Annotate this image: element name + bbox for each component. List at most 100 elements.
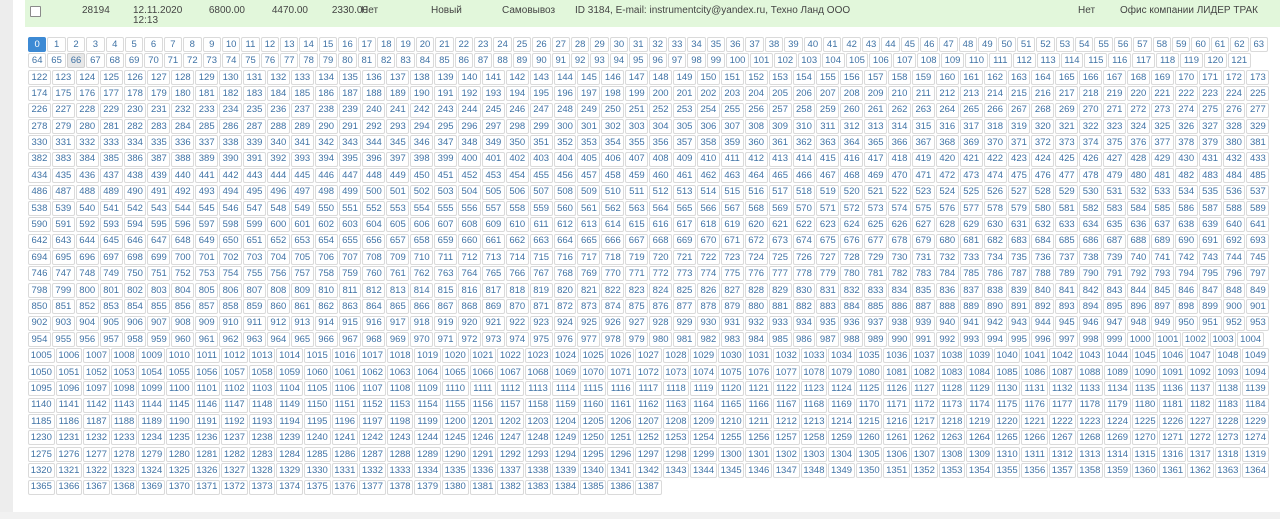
page-button[interactable]: 486 (28, 184, 51, 200)
page-button[interactable]: 129 (195, 69, 219, 85)
page-button[interactable]: 37 (745, 37, 764, 52)
page-button[interactable]: 1058 (248, 364, 276, 380)
page-button[interactable]: 440 (171, 168, 195, 184)
page-button[interactable]: 1293 (524, 446, 552, 462)
page-button[interactable]: 1209 (690, 413, 717, 429)
page-button[interactable]: 767 (529, 266, 553, 282)
page-button[interactable]: 1063 (386, 364, 414, 380)
page-button[interactable]: 406 (601, 151, 625, 167)
page-button[interactable]: 1206 (607, 413, 635, 429)
page-button[interactable]: 133 (290, 69, 314, 85)
page-button[interactable]: 1177 (1048, 397, 1076, 413)
page-button[interactable]: 1347 (773, 463, 800, 479)
page-button[interactable]: 552 (362, 200, 386, 216)
page-button[interactable]: 286 (219, 118, 243, 134)
page-button[interactable]: 1228 (1214, 413, 1242, 429)
page-button[interactable]: 1192 (221, 413, 248, 429)
page-button[interactable]: 294 (410, 118, 434, 134)
page-button[interactable]: 1140 (28, 397, 55, 413)
page-button[interactable]: 1198 (386, 413, 414, 429)
page-button[interactable]: 169 (1150, 69, 1174, 85)
page-button[interactable]: 46 (919, 37, 939, 52)
page-button[interactable]: 90 (532, 53, 551, 69)
page-button[interactable]: 1003 (1209, 332, 1237, 348)
page-button[interactable]: 495 (243, 184, 266, 200)
page-button[interactable]: 62 (1230, 37, 1249, 52)
page-button[interactable]: 1101 (193, 381, 221, 397)
page-button[interactable]: 242 (410, 102, 434, 118)
page-button[interactable]: 1367 (83, 479, 110, 495)
page-button[interactable]: 691 (1198, 233, 1222, 249)
page-button[interactable]: 96 (648, 53, 667, 69)
page-button[interactable]: 300 (553, 118, 577, 134)
page-button[interactable]: 257 (768, 102, 792, 118)
page-button[interactable]: 382 (28, 151, 51, 167)
page-button[interactable]: 1372 (221, 479, 248, 495)
page-button[interactable]: 643 (51, 233, 75, 249)
page-button[interactable]: 1181 (1159, 397, 1186, 413)
page-button[interactable]: 478 (1079, 168, 1103, 184)
page-button[interactable]: 1194 (276, 413, 303, 429)
page-button[interactable]: 321 (1055, 118, 1079, 134)
page-button[interactable]: 229 (99, 102, 123, 118)
page-button[interactable]: 517 (768, 184, 792, 200)
page-button[interactable]: 1044 (1104, 348, 1131, 364)
page-button[interactable]: 246 (505, 102, 529, 118)
page-button[interactable]: 894 (1079, 299, 1103, 315)
page-button[interactable]: 493 (195, 184, 219, 200)
page-button[interactable]: 1175 (993, 397, 1021, 413)
page-button[interactable]: 1301 (745, 446, 773, 462)
page-button[interactable]: 428 (1126, 151, 1150, 167)
page-button[interactable]: 550 (314, 200, 338, 216)
page-button[interactable]: 446 (314, 168, 338, 184)
page-button[interactable]: 1195 (303, 413, 331, 429)
page-button[interactable]: 120 (1203, 53, 1227, 69)
page-button[interactable]: 385 (99, 151, 123, 167)
page-button[interactable]: 869 (481, 299, 505, 315)
page-button[interactable]: 288 (266, 118, 290, 134)
page-button[interactable]: 893 (1055, 299, 1079, 315)
page-button[interactable]: 465 (768, 168, 792, 184)
page-button[interactable]: 1378 (386, 479, 414, 495)
page-button[interactable]: 933 (768, 315, 792, 331)
page-button[interactable]: 574 (888, 200, 911, 216)
page-button[interactable]: 429 (1150, 151, 1174, 167)
page-button[interactable]: 1366 (55, 479, 83, 495)
page-button[interactable]: 599 (243, 217, 266, 233)
page-button[interactable]: 713 (481, 250, 505, 266)
page-button[interactable]: 629 (959, 217, 983, 233)
page-button[interactable]: 788 (1031, 266, 1055, 282)
page-button[interactable]: 296 (458, 118, 481, 134)
page-button[interactable]: 1377 (359, 479, 386, 495)
page-button[interactable]: 228 (75, 102, 99, 118)
page-button[interactable]: 660 (458, 233, 481, 249)
page-button[interactable]: 887 (911, 299, 935, 315)
page-button[interactable]: 1007 (83, 348, 110, 364)
page-button[interactable]: 684 (1031, 233, 1055, 249)
page-button[interactable]: 647 (147, 233, 171, 249)
page-button[interactable]: 575 (911, 200, 935, 216)
page-button[interactable]: 764 (458, 266, 481, 282)
page-button[interactable]: 888 (935, 299, 959, 315)
page-button[interactable]: 1304 (828, 446, 855, 462)
page-button[interactable]: 760 (362, 266, 386, 282)
page-button[interactable]: 353 (577, 135, 601, 151)
page-button[interactable]: 502 (410, 184, 434, 200)
page-button[interactable]: 523 (911, 184, 935, 200)
page-button[interactable]: 390 (219, 151, 243, 167)
page-button[interactable]: 38 (764, 37, 784, 52)
page-button[interactable]: 978 (601, 332, 625, 348)
page-button[interactable]: 1071 (607, 364, 635, 380)
page-button[interactable]: 680 (935, 233, 959, 249)
page-button[interactable]: 456 (553, 168, 577, 184)
page-button[interactable]: 834 (888, 282, 911, 298)
page-button[interactable]: 1193 (248, 413, 276, 429)
page-button[interactable]: 507 (529, 184, 553, 200)
page-button[interactable]: 594 (123, 217, 147, 233)
page-button[interactable]: 1274 (1242, 430, 1269, 446)
page-button[interactable]: 832 (840, 282, 864, 298)
page-button[interactable]: 839 (1007, 282, 1031, 298)
page-button[interactable]: 1009 (138, 348, 165, 364)
page-button[interactable]: 189 (386, 86, 410, 102)
page-button[interactable]: 328 (1222, 118, 1246, 134)
